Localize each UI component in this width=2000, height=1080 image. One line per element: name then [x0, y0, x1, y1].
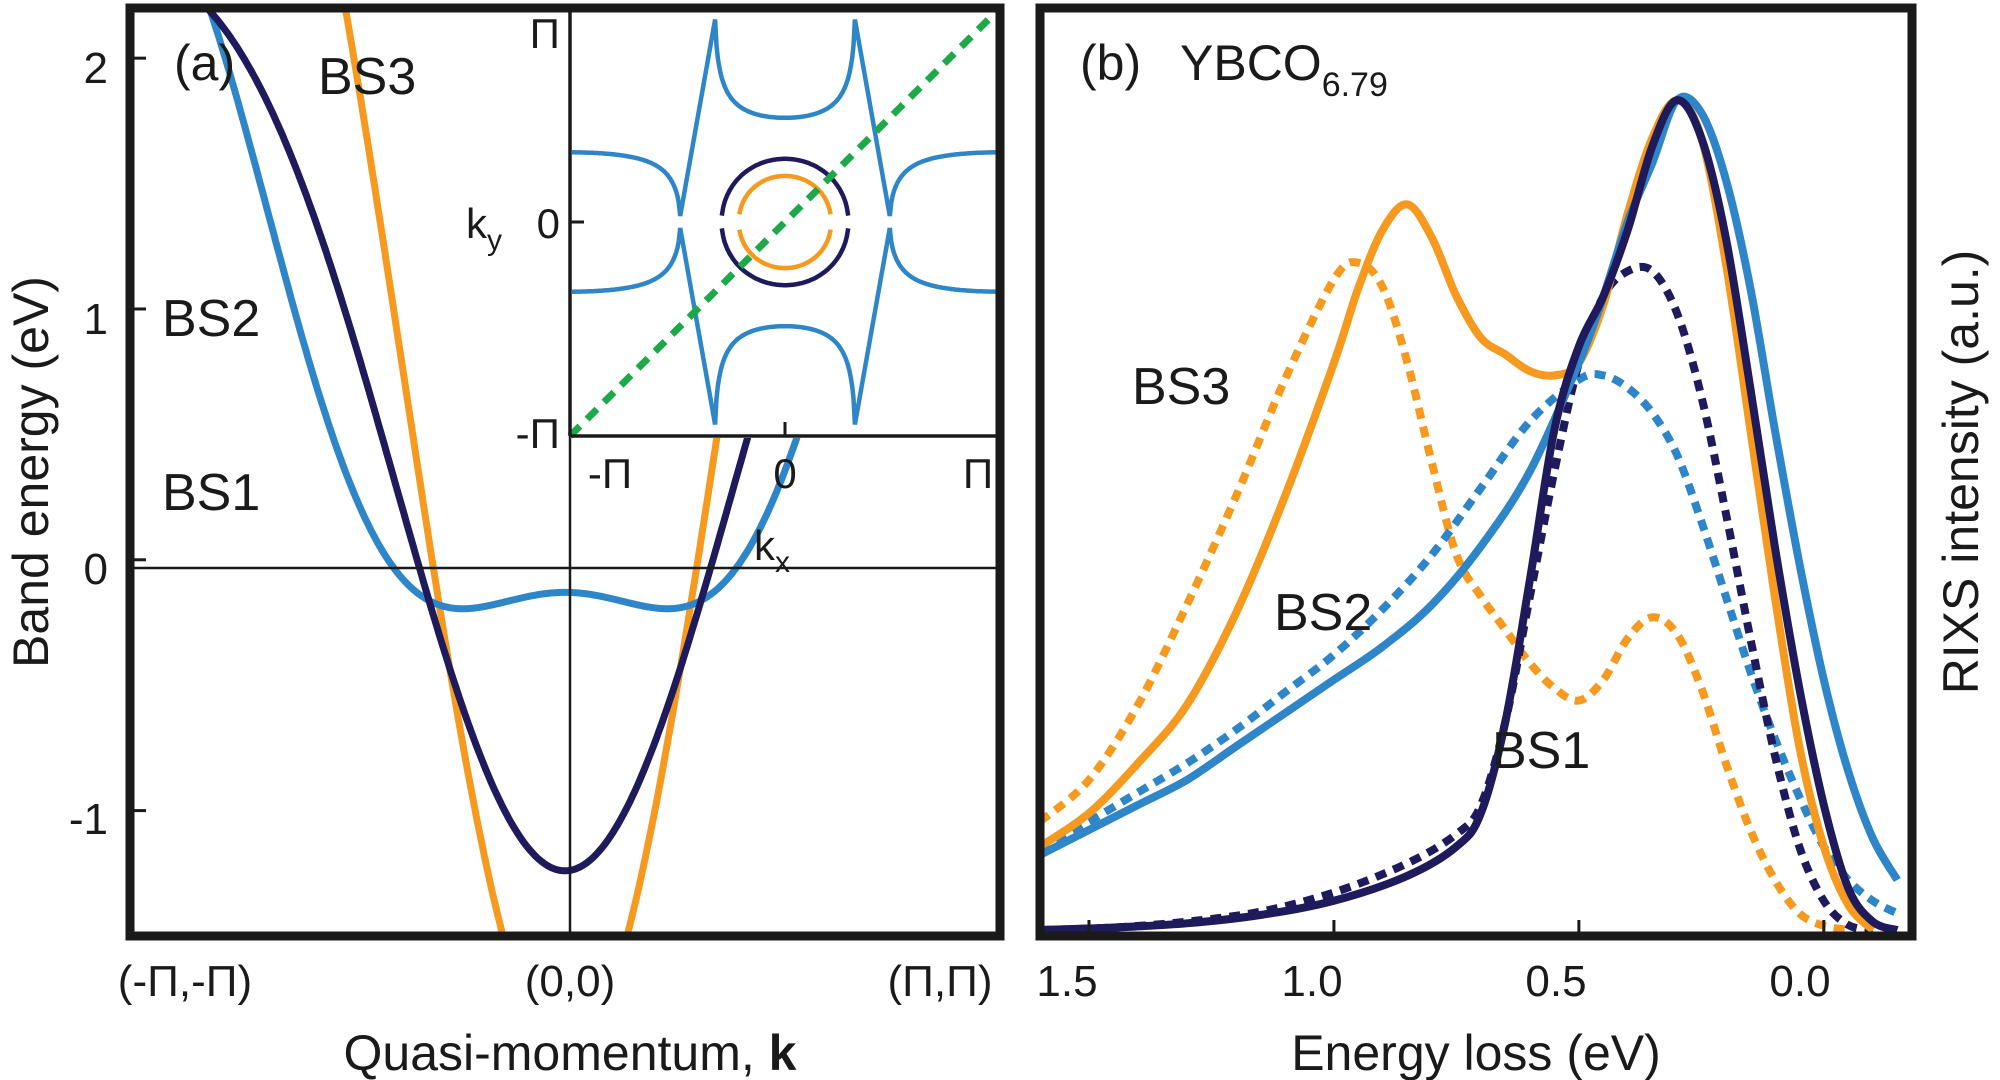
a-xtick-pos: (Π,Π)	[887, 957, 992, 1006]
a-xlabel: Quasi-momentum, k	[344, 1025, 797, 1080]
a-ylabel: Band energy (eV)	[3, 276, 59, 668]
panel-b-ticks	[1087, 920, 1826, 936]
label-bs2-a: BS2	[162, 290, 260, 348]
panel-a-frame	[125, 3, 1005, 941]
inset-xlabel: kx	[754, 522, 790, 579]
rixs-bs1-solid	[1040, 96, 1899, 934]
fermi-bs2-q0	[572, 227, 785, 425]
inset-tick-y-neg: -Π	[516, 410, 560, 457]
rixs-bs3-solid	[1040, 96, 1876, 933]
fermi-bs1-q2	[719, 156, 785, 216]
a-ytick-1: 1	[84, 295, 108, 344]
inset-tick-x-zero: 0	[773, 450, 796, 497]
b-xtick-1.5: 1.5	[1036, 957, 1097, 1006]
panel-a: -Π 0 Π Π 0 -Π kx ky 2 1 0 -1 (-Π,-Π) (0,…	[3, 3, 1005, 1080]
b-ylabel: RIXS intensity (a.u.)	[1933, 250, 1989, 695]
fermi-bs3-q1	[785, 229, 833, 271]
a-ytick-neg1: -1	[69, 795, 108, 844]
fermi-bs1-q3	[785, 156, 851, 216]
label-bs3-a: BS3	[318, 48, 416, 106]
fermi-bs3-q3	[785, 173, 833, 215]
inset-tick-y-zero: 0	[537, 200, 560, 247]
fermi-bs3-q0	[737, 229, 785, 271]
fermi-bs1-q1	[785, 228, 851, 288]
fermi-bs2-q3	[785, 19, 998, 217]
inset-diagonal-cut	[567, 7, 1001, 439]
fermi-bs2-q1	[785, 227, 998, 425]
panel-b-title: YBCO6.79	[1180, 35, 1388, 104]
panel-a-ticks	[130, 56, 146, 813]
a-ytick-0: 0	[84, 545, 108, 594]
panel-b-label: (b)	[1080, 35, 1141, 91]
fermi-bs1-q0	[719, 228, 785, 288]
inset-tick-x-pos: Π	[963, 450, 993, 497]
fermi-bs2-q2	[572, 19, 785, 217]
b-xtick-0.0: 0.0	[1769, 957, 1830, 1006]
label-bs1-b: BS1	[1492, 722, 1590, 780]
label-bs2-b: BS2	[1274, 584, 1372, 642]
panel-b-frame	[1035, 3, 1917, 941]
inset-fermi-surfaces	[572, 19, 998, 425]
inset-tick-x-neg: -Π	[588, 450, 632, 497]
rixs-bs3-dashed	[1040, 258, 1849, 934]
b-xlabel: Energy loss (eV)	[1291, 1025, 1661, 1080]
b-xtick-0.5: 0.5	[1525, 957, 1586, 1006]
panel-a-label: (a)	[174, 35, 235, 91]
fermi-bs3-q2	[737, 173, 785, 215]
inset-tick-y-pos: Π	[530, 10, 560, 57]
a-xtick-zero: (0,0)	[525, 957, 615, 1006]
a-xtick-neg: (-Π,-Π)	[118, 957, 252, 1006]
inset-ylabel: ky	[466, 200, 502, 257]
b-xtick-1.0: 1.0	[1281, 957, 1342, 1006]
rixs-bs2-dashed	[1040, 370, 1900, 917]
a-ytick-2: 2	[84, 44, 108, 93]
panel-b: 1.5 1.0 0.5 0.0 Energy loss (eV) RIXS in…	[1035, 3, 1989, 1080]
label-bs3-b: BS3	[1132, 358, 1230, 416]
label-bs1-a: BS1	[162, 464, 260, 522]
rixs-curves	[1040, 92, 1901, 934]
